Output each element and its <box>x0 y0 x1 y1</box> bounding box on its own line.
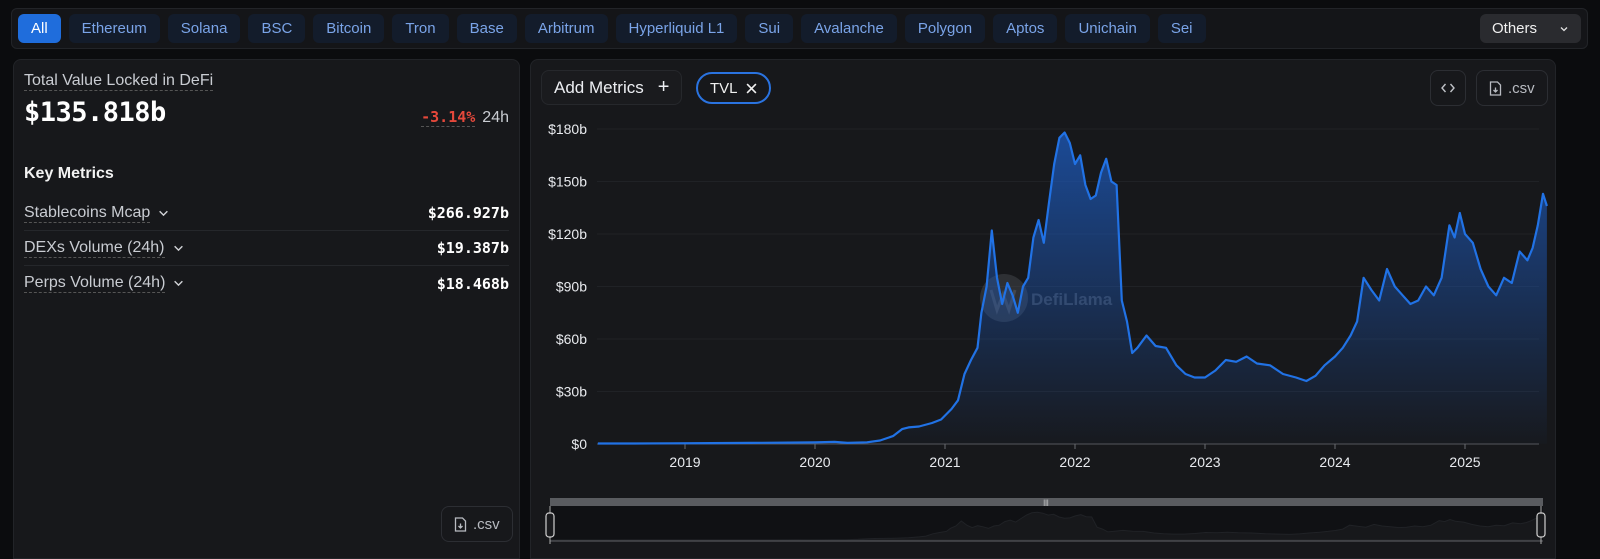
embed-code-button[interactable] <box>1430 70 1466 106</box>
metric-value: $19.387b <box>436 239 509 257</box>
close-icon[interactable] <box>746 83 757 94</box>
tvl-change: -3.14% 24h <box>421 108 509 127</box>
plus-icon: + <box>657 76 670 98</box>
metric-expand-dexs-volume[interactable]: DEXs Volume (24h) <box>24 239 184 258</box>
chevron-down-icon <box>173 245 183 251</box>
chain-tab-bar: All Ethereum Solana BSC Bitcoin Tron Base Arbit… <box>11 8 1588 49</box>
y-tick-label: $120b <box>548 226 587 242</box>
tvl-line <box>597 131 1548 445</box>
tvl-area-chart[interactable]: $0$30b$60b$90b$120b$150b$180b 2019 2020 20… <box>531 60 1557 559</box>
y-axis: $0 $30b $60b $90b $120b $150b $180b <box>548 121 587 452</box>
range-slider-right-handle[interactable] <box>1536 512 1546 538</box>
x-tick-label: 2022 <box>1059 454 1090 470</box>
metric-row-stablecoins: Stablecoins Mcap $266.927b <box>24 196 509 231</box>
add-metrics-label: Add Metrics <box>554 77 644 97</box>
tvl-change-period: 24h <box>482 109 509 126</box>
y-tick-label: $60b <box>556 331 587 347</box>
chain-tab-aptos[interactable]: Aptos <box>993 14 1058 43</box>
x-tick-label: 2021 <box>929 454 960 470</box>
chevron-down-icon <box>159 210 169 216</box>
chain-tab-bitcoin[interactable]: Bitcoin <box>313 14 385 43</box>
selected-metric-tvl-chip[interactable]: TVL <box>696 72 771 104</box>
y-tick-label: $180b <box>548 121 587 137</box>
others-dropdown[interactable]: Others <box>1479 14 1581 43</box>
y-tick-label: $0 <box>571 436 587 452</box>
x-tick-label: 2020 <box>799 454 830 470</box>
y-tick-label: $90b <box>556 279 587 295</box>
chain-tab-polygon[interactable]: Polygon <box>904 14 986 43</box>
chain-tab-sui[interactable]: Sui <box>745 14 794 43</box>
metric-label: Stablecoins Mcap <box>24 203 151 223</box>
tvl-value: $135.818b <box>24 97 166 128</box>
range-slider-handle-bar[interactable] <box>550 498 1543 506</box>
y-tick-label: $150b <box>548 174 587 190</box>
chevron-down-icon <box>174 280 184 287</box>
metric-expand-perps-volume[interactable]: Perps Volume (24h) <box>24 274 184 293</box>
chevron-down-icon <box>1560 26 1568 31</box>
file-download-icon <box>454 516 467 532</box>
tvl-stats-panel: Total Value Locked in DeFi $135.818b -3.… <box>13 59 520 559</box>
x-tick-label: 2019 <box>669 454 700 470</box>
file-download-icon <box>1489 80 1502 96</box>
others-label: Others <box>1491 20 1537 37</box>
metric-value: $266.927b <box>427 204 509 222</box>
tvl-area-fill <box>597 132 1547 444</box>
chain-tab-avalanche[interactable]: Avalanche <box>801 14 897 43</box>
code-icon <box>1441 83 1455 93</box>
x-axis: 2019 2020 2021 2022 2023 2024 2025 <box>669 444 1481 470</box>
y-tick-label: $30b <box>556 384 587 400</box>
metric-row-perps-volume: Perps Volume (24h) $18.468b <box>24 266 509 301</box>
csv-label: .csv <box>473 515 500 533</box>
grip-icon: ||| <box>1043 500 1049 507</box>
chain-tab-arbitrum[interactable]: Arbitrum <box>524 14 608 43</box>
range-slider-preview <box>550 511 1542 541</box>
chain-tab-solana[interactable]: Solana <box>167 14 241 43</box>
tvl-change-percent: -3.14% <box>421 108 476 127</box>
chain-tab-unichain[interactable]: Unichain <box>1065 14 1150 43</box>
csv-label: .csv <box>1508 79 1535 97</box>
range-slider-left-handle[interactable] <box>545 512 555 538</box>
range-slider[interactable]: ||| <box>545 498 1546 544</box>
x-tick-label: 2024 <box>1319 454 1350 470</box>
tvl-label: Total Value Locked in DeFi <box>24 72 214 91</box>
chart-csv-download-button[interactable]: .csv <box>1476 70 1548 106</box>
chain-tab-tron[interactable]: Tron <box>392 14 449 43</box>
selected-metric-label: TVL <box>710 79 738 97</box>
tvl-chart-panel: Add Metrics + TVL .csv $0 $30b $60b $90b $12… <box>530 59 1556 559</box>
metric-label: Perps Volume (24h) <box>24 274 166 293</box>
chain-tab-all[interactable]: All <box>18 14 61 43</box>
x-tick-label: 2025 <box>1449 454 1480 470</box>
chain-tab-sei[interactable]: Sei <box>1157 14 1206 43</box>
metric-label: DEXs Volume (24h) <box>24 238 165 258</box>
metric-expand-stablecoins[interactable]: Stablecoins Mcap <box>24 204 169 223</box>
metric-value: $18.468b <box>436 274 509 293</box>
metric-row-dexs-volume: DEXs Volume (24h) $19.387b <box>24 231 509 266</box>
x-tick-label: 2023 <box>1189 454 1220 470</box>
chain-tab-base[interactable]: Base <box>456 14 517 43</box>
chain-tab-bsc[interactable]: BSC <box>248 14 306 43</box>
chain-tab-hyperliquid-l1[interactable]: Hyperliquid L1 <box>615 14 738 43</box>
add-metrics-button[interactable]: Add Metrics + <box>541 70 683 105</box>
stats-csv-download-button[interactable]: .csv <box>441 506 513 542</box>
chain-tab-ethereum[interactable]: Ethereum <box>68 14 160 43</box>
key-metrics-title: Key Metrics <box>24 165 114 182</box>
